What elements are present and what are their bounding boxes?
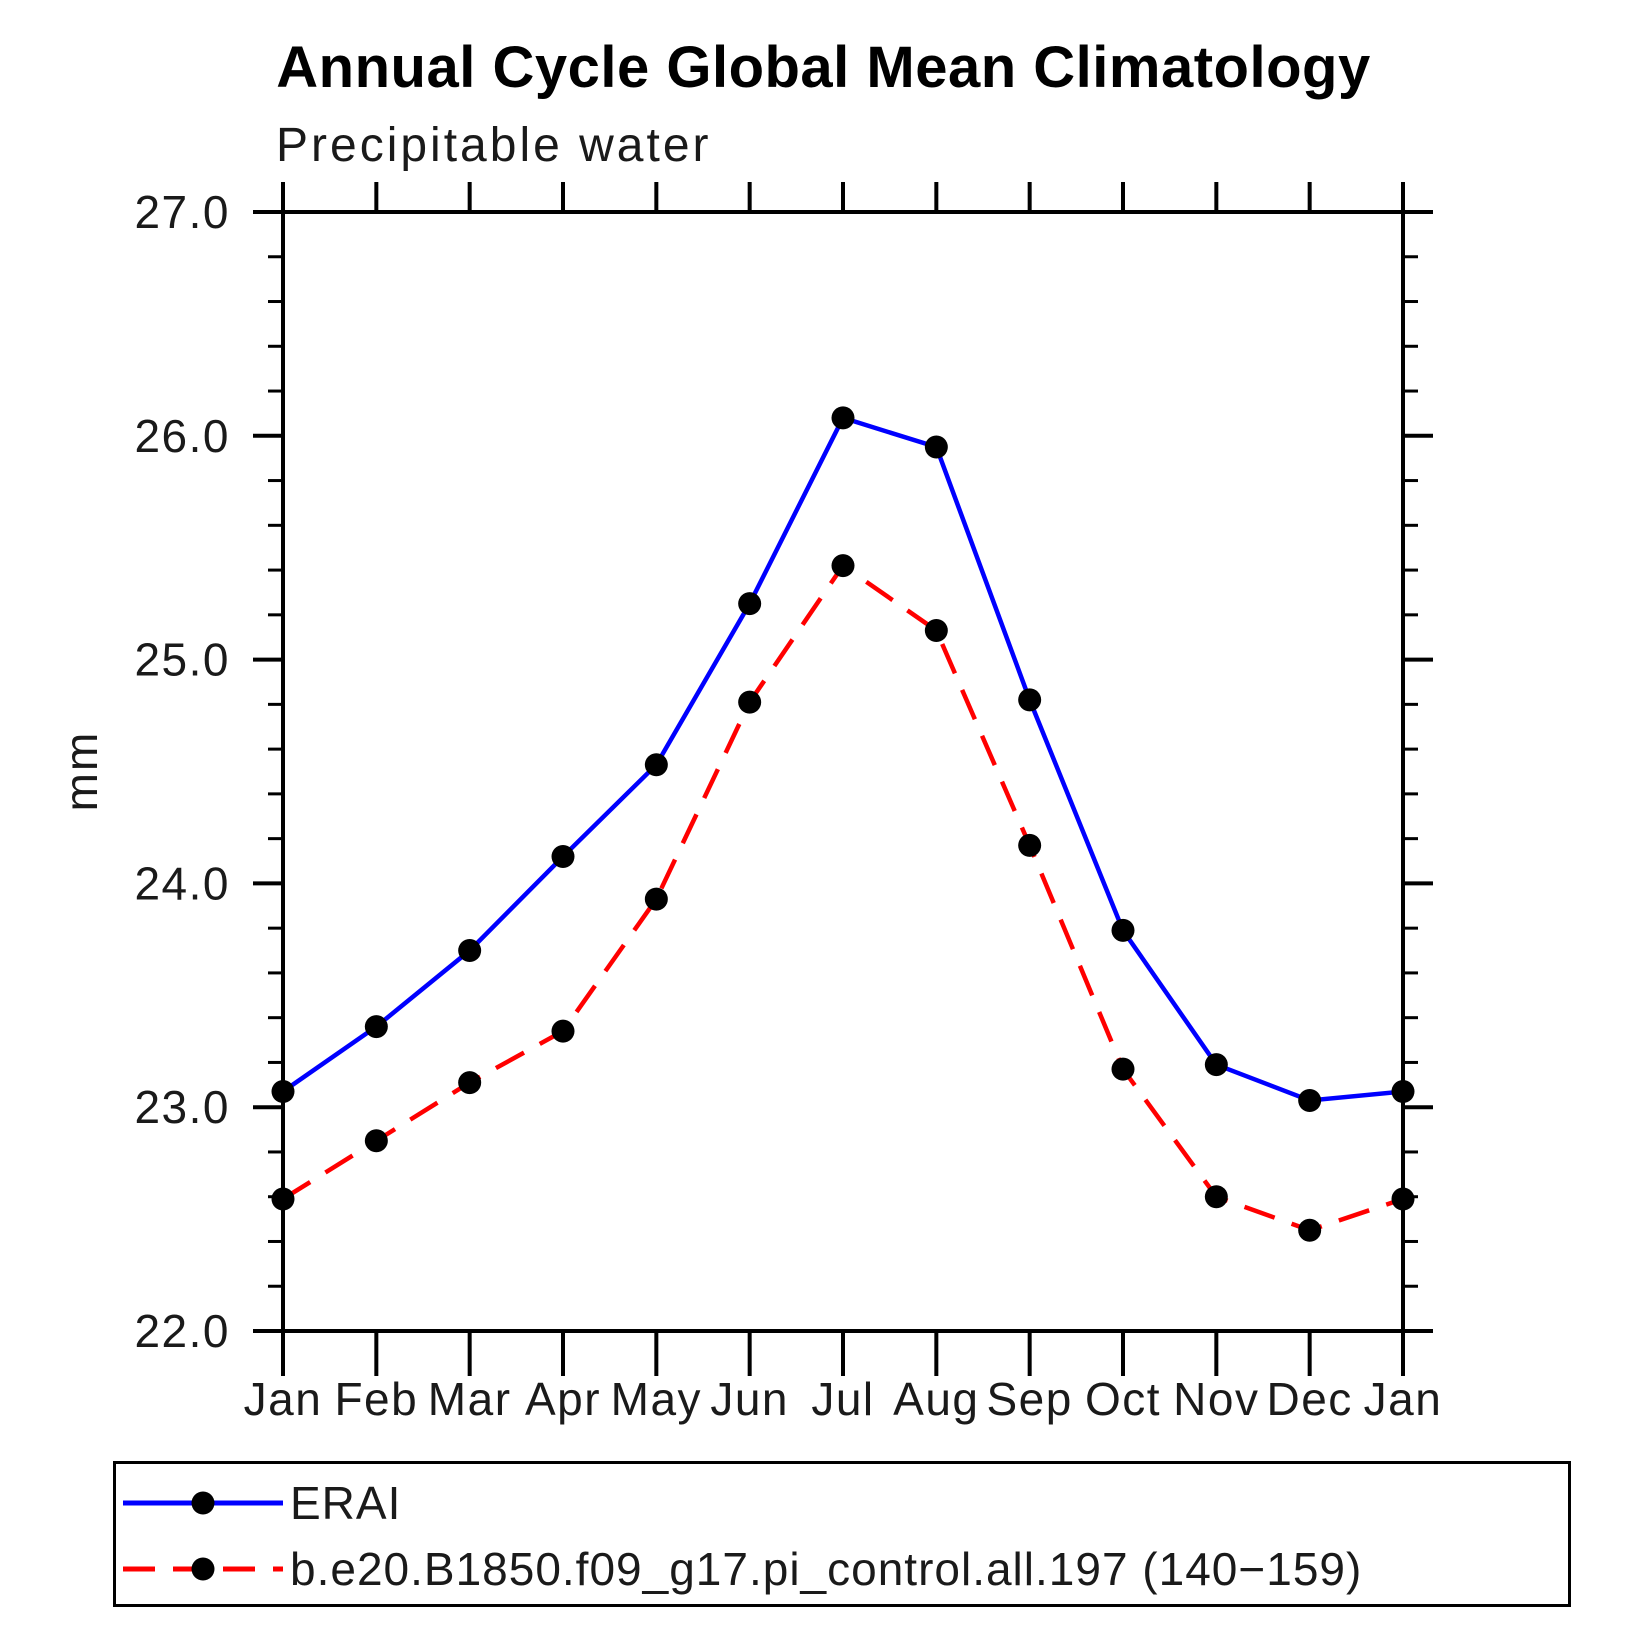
data-point-marker	[1111, 918, 1135, 942]
legend-swatch-dashed-line	[123, 1557, 283, 1581]
series-line-solid	[281, 415, 1404, 1103]
data-point-marker	[1391, 1080, 1415, 1104]
data-point-marker	[364, 1129, 388, 1153]
legend: ERAI b.e20.B1850.f09_g17.pi_control.all.…	[113, 1461, 1571, 1607]
svg-text:Dec: Dec	[1267, 1373, 1353, 1425]
svg-text:Jun: Jun	[710, 1373, 789, 1425]
svg-text:25.0: 25.0	[134, 634, 230, 686]
legend-label-erai: ERAI	[290, 1477, 402, 1529]
data-point-marker	[644, 887, 668, 911]
data-point-marker	[551, 1019, 575, 1043]
series-line-dashed	[281, 562, 1404, 1233]
y-axis-tick-labels: 22.0 23.0 24.0 25.0 26.0 27.0	[134, 186, 230, 1357]
data-point-marker	[271, 1080, 295, 1104]
data-point-marker	[271, 1187, 295, 1211]
data-point-marker	[1111, 1057, 1135, 1081]
svg-text:Oct: Oct	[1085, 1373, 1161, 1425]
svg-text:26.0: 26.0	[134, 410, 230, 462]
data-point-marker	[458, 939, 482, 963]
legend-marker-dot	[191, 1557, 215, 1581]
data-point-marker	[738, 592, 762, 616]
data-point-marker	[458, 1071, 482, 1095]
data-point-marker	[1018, 688, 1042, 712]
svg-text:22.0: 22.0	[134, 1305, 230, 1357]
svg-text:23.0: 23.0	[134, 1081, 230, 1133]
svg-text:Sep: Sep	[986, 1373, 1072, 1425]
axes	[281, 210, 1405, 1333]
data-point-marker	[738, 690, 762, 714]
data-point-marker	[1391, 1187, 1415, 1211]
data-point-marker	[1298, 1088, 1322, 1112]
svg-text:24.0: 24.0	[134, 857, 230, 909]
data-point-marker	[1204, 1185, 1228, 1209]
data-point-marker	[1298, 1218, 1322, 1242]
data-point-marker	[1204, 1053, 1228, 1077]
data-point-marker	[644, 753, 668, 777]
svg-text:Aug: Aug	[893, 1373, 979, 1425]
svg-text:Jul: Jul	[811, 1373, 874, 1425]
svg-text:May: May	[611, 1373, 702, 1425]
legend-label-model: b.e20.B1850.f09_g17.pi_control.all.197 (…	[290, 1543, 1363, 1595]
data-point-marker	[551, 845, 575, 869]
legend-marker-dot	[191, 1491, 215, 1515]
x-axis-tick-labels: Jan Feb Mar Apr May Jun Jul Aug Sep Oct Nov Dec Jan	[244, 1373, 1443, 1425]
legend-swatch-solid-line	[123, 1491, 283, 1515]
svg-text:27.0: 27.0	[134, 186, 230, 238]
data-point-marker	[831, 554, 855, 578]
data-point-marker	[924, 619, 948, 643]
chart-title: Annual Cycle Global Mean Climatology	[276, 35, 1371, 100]
svg-text:Nov: Nov	[1173, 1373, 1259, 1425]
legend-item-erai: ERAI	[121, 1480, 401, 1526]
svg-text:Apr: Apr	[525, 1373, 601, 1425]
data-point-marker	[364, 1015, 388, 1039]
svg-text:Jan: Jan	[1364, 1373, 1443, 1425]
data-point-marker	[1018, 833, 1042, 857]
chart-subtitle: Precipitable water	[276, 119, 712, 172]
series-markers	[271, 406, 1415, 1242]
svg-text:Mar: Mar	[428, 1373, 512, 1425]
x-axis-ticks	[281, 182, 1405, 1376]
y-axis-ticks	[253, 210, 1433, 1333]
svg-text:Jan: Jan	[244, 1373, 323, 1425]
legend-item-model: b.e20.B1850.f09_g17.pi_control.all.197 (…	[121, 1546, 1362, 1592]
series-lines	[281, 415, 1404, 1233]
svg-text:Feb: Feb	[334, 1373, 418, 1425]
data-point-marker	[924, 435, 948, 459]
data-point-marker	[831, 406, 855, 430]
